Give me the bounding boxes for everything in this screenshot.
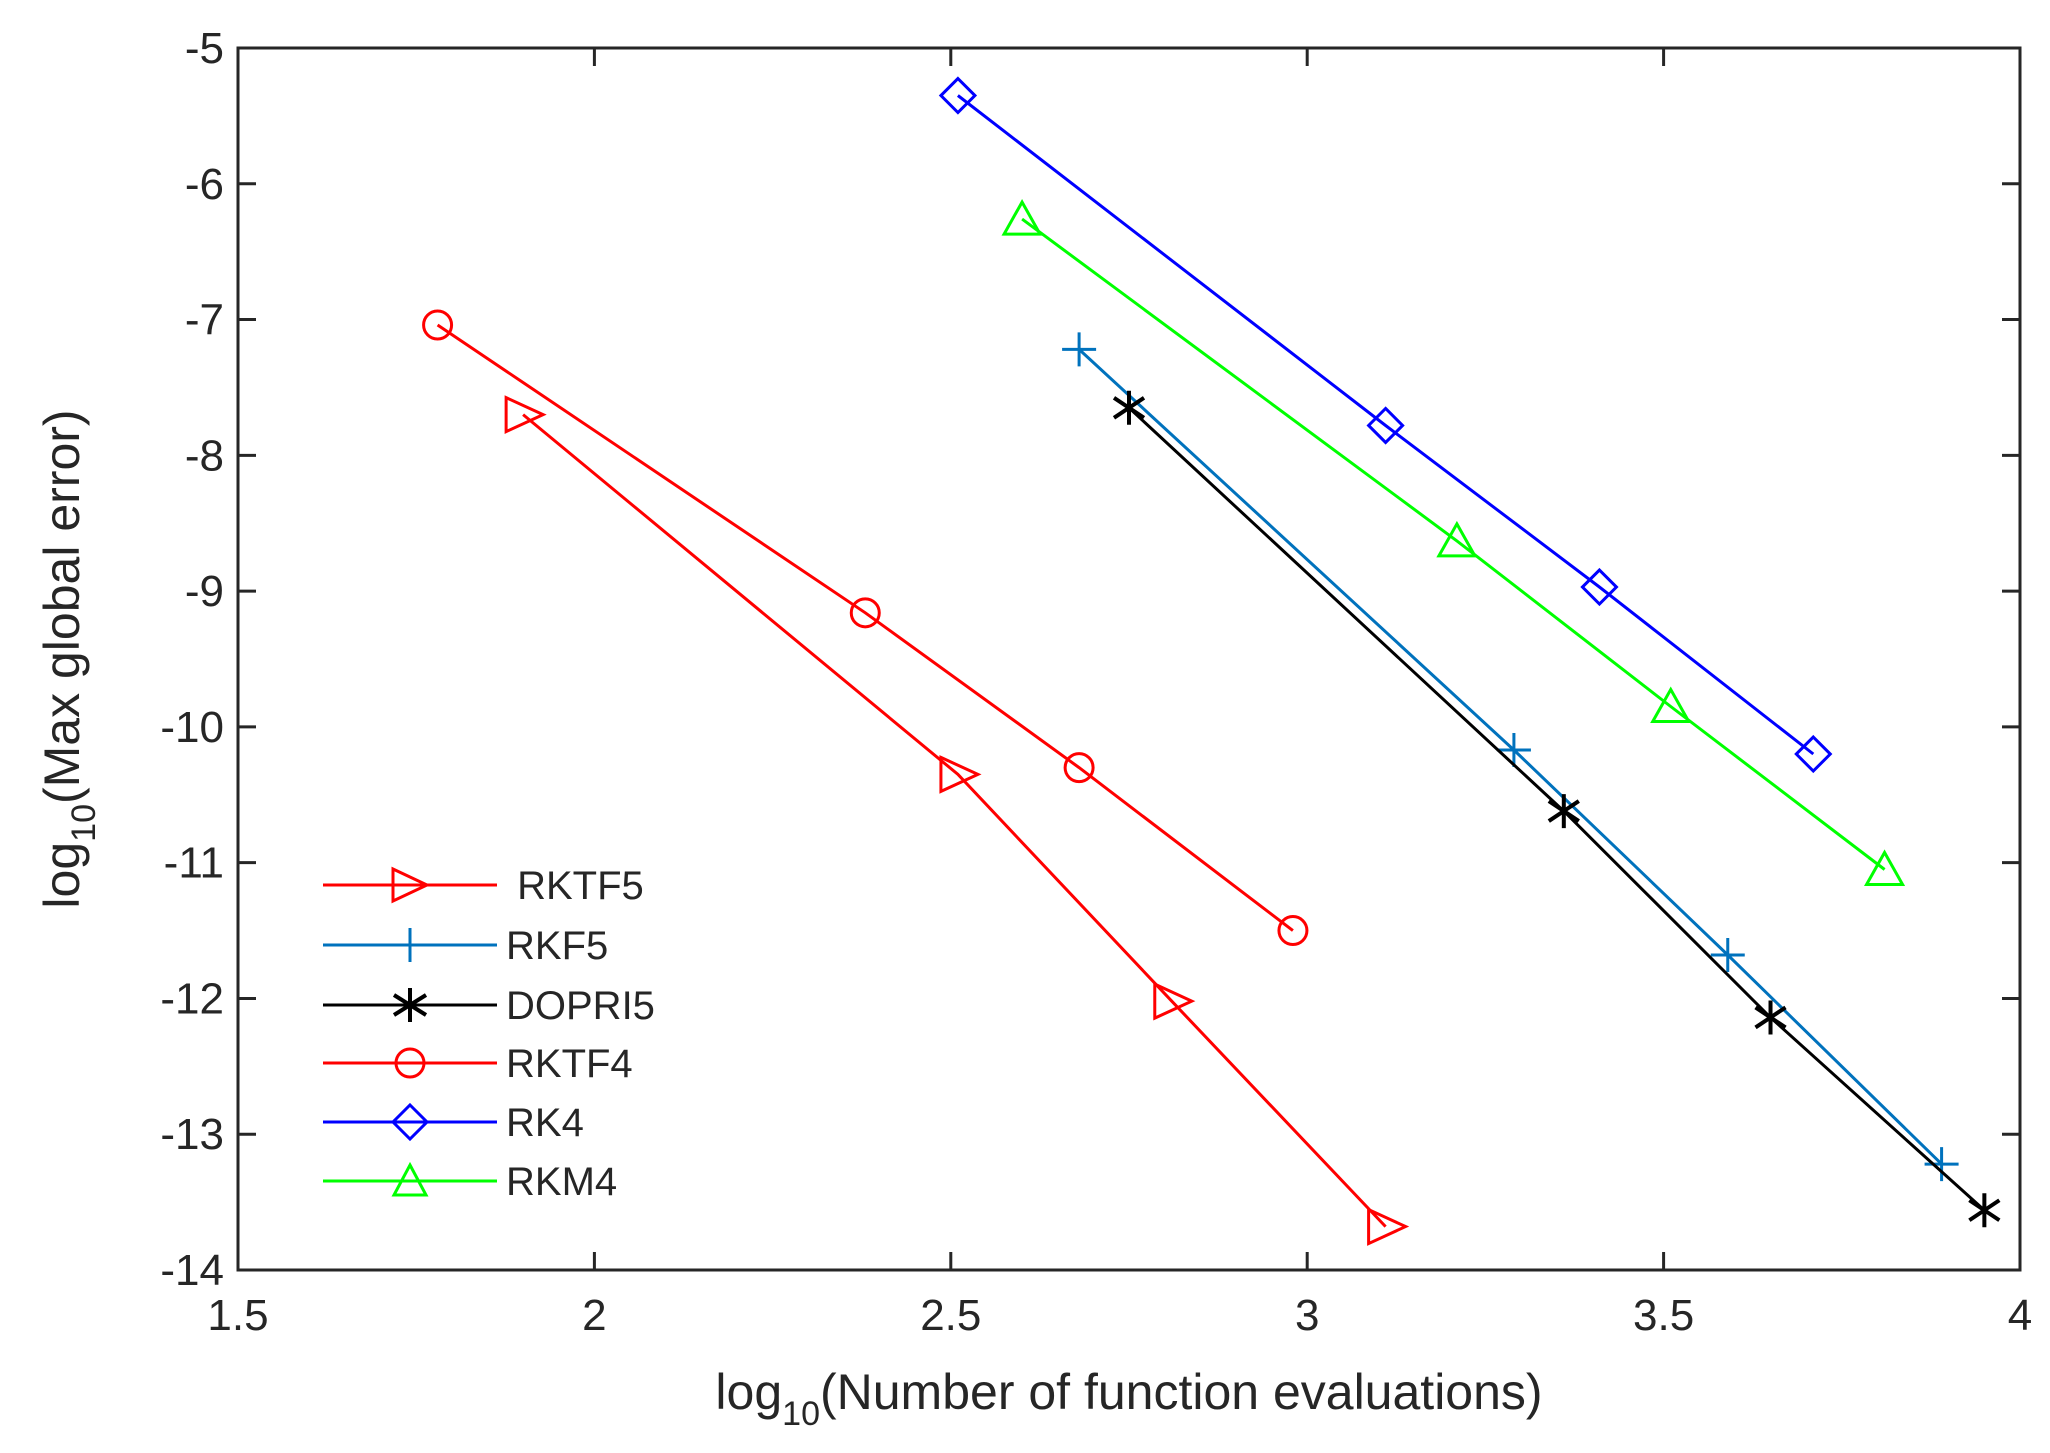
data-point (1277, 915, 1309, 947)
axes-layer: 1.5 2 2.5 3 3.5 4 -5 -6 -7 -8 -9 -10 -11 -12 -13 -14 (160, 24, 2032, 1340)
diamond-icon (390, 1102, 430, 1142)
y-axis-title-sub: 10 (65, 804, 103, 842)
y-tick-label: -7 (185, 296, 224, 345)
legend-item-rktf4: RKTF4 (323, 1042, 633, 1086)
legend-item-rkm4: RKM4 (323, 1160, 617, 1204)
x-tick-label: 2 (582, 1291, 606, 1340)
legend-item-rk4: RK4 (323, 1101, 584, 1145)
y-axis-title-post: (Max global error) (34, 409, 90, 804)
data-point (1062, 332, 1097, 367)
y-tick-label: -8 (185, 431, 224, 480)
data-point (1710, 937, 1745, 972)
y-axis-title: log10(Max global error) (34, 409, 103, 908)
data-point (1794, 734, 1833, 774)
series-layer (422, 76, 2001, 1246)
data-point (1650, 686, 1692, 724)
data-point (1436, 520, 1478, 558)
triangle-right-icon (391, 866, 431, 904)
legend-label: RK4 (506, 1101, 584, 1145)
series-rktf4 (422, 309, 1309, 947)
data-point (1547, 794, 1580, 829)
y-tick-label: -6 (185, 160, 224, 209)
plus-icon (393, 928, 427, 962)
x-tick-label: 3.5 (1633, 1291, 1694, 1340)
data-point (1001, 199, 1043, 236)
data-point (1496, 732, 1531, 767)
y-tick-label: -13 (160, 1110, 224, 1159)
legend-label: RKTF5 (506, 864, 644, 908)
legend-item-rkf5: RKF5 (323, 924, 608, 968)
series-line (1078, 348, 1943, 1166)
plot-area (238, 48, 2020, 1270)
x-tick-label: 2.5 (920, 1291, 981, 1340)
data-point (1112, 390, 1146, 425)
data-point (1063, 752, 1095, 784)
legend-label: RKTF4 (506, 1042, 633, 1086)
y-tick-label: -11 (164, 839, 224, 888)
data-point (504, 395, 547, 434)
data-point (1968, 1193, 2001, 1228)
series-line (956, 94, 1815, 756)
legend: RKTF5 RKF5 DOPRI5 RKTF4 RK4 RKM4 (323, 864, 655, 1204)
data-point (938, 76, 978, 115)
data-point (422, 309, 454, 341)
y-tick-label: -14 (160, 1246, 224, 1295)
series-rkf5 (1062, 332, 1959, 1182)
series-rktf5 (504, 395, 1410, 1246)
data-point (1367, 1207, 1410, 1246)
series-line (1021, 217, 1886, 871)
x-axis-title-post: (Number of function evaluations) (820, 1364, 1543, 1420)
series-rkm4 (1001, 199, 1906, 886)
y-tick-label: -9 (185, 567, 224, 616)
axes-box (236, 46, 2022, 1272)
y-axis-title-pre: log (34, 842, 90, 909)
x-tick-label: 4 (2008, 1291, 2032, 1340)
series-rk4 (938, 76, 1833, 774)
data-point (1366, 406, 1405, 445)
legend-item-dopri5: DOPRI5 (323, 984, 655, 1028)
data-point (939, 755, 982, 794)
data-point (849, 597, 881, 629)
x-axis-title-pre: log (715, 1364, 782, 1420)
series-dopri5 (1112, 390, 2001, 1228)
legend-item-rktf5: RKTF5 (323, 864, 644, 908)
triangle-up-icon (391, 1161, 429, 1197)
data-point (1153, 981, 1196, 1021)
series-line (1127, 406, 1986, 1212)
legend-label: RKM4 (506, 1160, 617, 1204)
data-point (1754, 1000, 1787, 1035)
circle-icon (394, 1047, 426, 1079)
y-tick-label: -12 (160, 974, 224, 1023)
data-point (1864, 849, 1906, 886)
legend-label: DOPRI5 (506, 984, 655, 1028)
x-tick-label: 3 (1295, 1291, 1319, 1340)
x-axis-title-sub: 10 (782, 1395, 820, 1433)
data-point (1924, 1147, 1959, 1182)
x-axis-title: log10(Number of function evaluations) (715, 1364, 1542, 1433)
legend-label: RKF5 (506, 924, 608, 968)
series-line (436, 323, 1294, 932)
x-tick-label: 1.5 (207, 1291, 268, 1340)
y-tick-label: -10 (160, 703, 224, 752)
data-point (1580, 567, 1619, 607)
y-tick-label: -5 (185, 24, 224, 73)
asterisk-icon (392, 988, 428, 1022)
series-line (522, 413, 1387, 1228)
